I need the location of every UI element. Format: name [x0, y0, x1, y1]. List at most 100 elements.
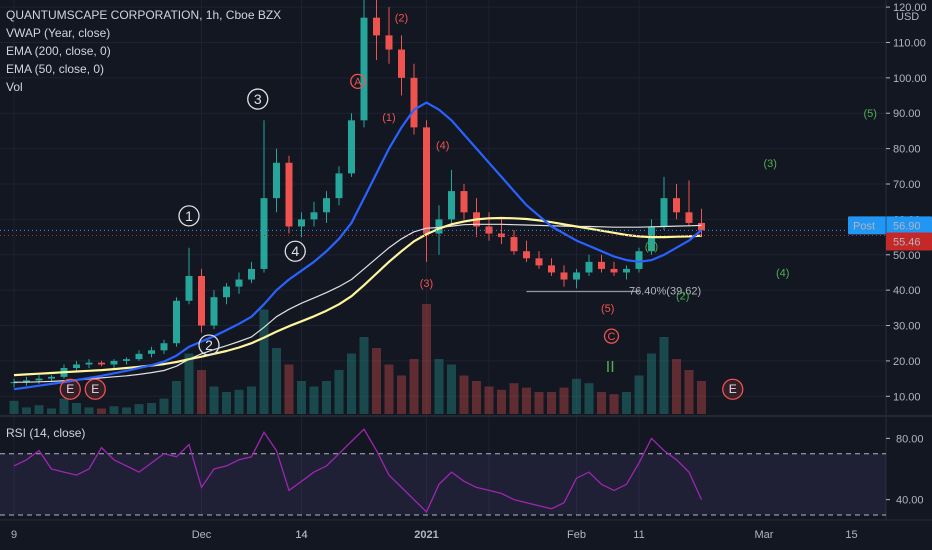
- candle-body: [210, 297, 218, 326]
- volume-bar: [47, 408, 56, 414]
- currency-label: USD: [896, 11, 919, 23]
- volume-bars: [9, 304, 706, 414]
- rsi-tick-label: 40.00: [896, 495, 924, 507]
- price-badge-value: 56.90: [893, 220, 921, 232]
- wave-label: (1): [645, 241, 658, 253]
- axes: 120.00110.00100.0090.0080.0070.0060.0050…: [11, 2, 932, 541]
- earnings-circle: [722, 378, 744, 400]
- candle-body: [223, 286, 230, 298]
- ema50-line: [13, 101, 703, 391]
- candle-body: [123, 359, 130, 361]
- volume-bar: [584, 383, 594, 414]
- volume-bar: [209, 386, 219, 414]
- fib-level: 76.40%(39.62): [526, 285, 701, 297]
- time-tick-label: 2021: [414, 529, 438, 541]
- volume-bar: [559, 387, 569, 414]
- candle-body: [435, 219, 443, 234]
- volume-bar: [697, 381, 706, 414]
- volume-bar: [659, 337, 669, 414]
- legend-ema200: EMA (200, close, 0): [6, 44, 111, 58]
- volume-bar: [72, 403, 81, 414]
- candle-body: [410, 77, 418, 128]
- candle-body: [248, 268, 255, 280]
- volume-bar: [84, 407, 94, 414]
- candle-body: [23, 380, 30, 383]
- wave-label: (2): [395, 13, 408, 25]
- candle-body: [235, 279, 243, 287]
- wave-circle: [350, 73, 366, 90]
- time-tick-label: 11: [633, 529, 644, 541]
- candle-body: [360, 17, 368, 121]
- volume-bar: [59, 398, 69, 414]
- volume-bar: [472, 381, 481, 414]
- volume-bar: [134, 404, 144, 414]
- volume-bar: [684, 370, 694, 414]
- earnings-circle: [84, 378, 106, 400]
- candle-body: [523, 251, 530, 259]
- candle-body: [610, 268, 618, 273]
- wave-circle: [247, 88, 269, 110]
- candle-body: [573, 272, 580, 280]
- candle-body: [398, 49, 405, 78]
- price-badge: [848, 216, 932, 235]
- volume-bar: [259, 309, 269, 414]
- candle-body: [323, 198, 330, 213]
- wave-labels: 1 2 3 4 A (1) (2) (3) (4) (5) C II (1) (2) (3) (4) (5) E E…: [59, 13, 877, 400]
- candle-body: [98, 362, 105, 365]
- rsi-pane: [0, 428, 886, 516]
- time-tick-label: Dec: [192, 529, 212, 541]
- candle-body: [273, 162, 280, 199]
- volume-bar: [634, 375, 644, 414]
- candle-body: [685, 212, 693, 223]
- legend-vwap: VWAP (Year, close): [6, 26, 111, 40]
- candle-body: [160, 343, 168, 351]
- fib-label: 76.40%(39.62): [629, 285, 701, 297]
- candle-body: [460, 191, 468, 213]
- earnings-label: E: [66, 382, 74, 396]
- candle-body: [373, 17, 380, 36]
- candle-body: [660, 198, 668, 227]
- wave-circle: [198, 334, 220, 356]
- earnings-label: E: [729, 382, 737, 396]
- candle-body: [560, 272, 568, 280]
- volume-bar: [547, 392, 556, 414]
- volume-bar: [322, 381, 331, 414]
- volume-bar: [409, 359, 419, 414]
- volume-bar: [222, 392, 231, 414]
- candle-body: [348, 120, 355, 174]
- wave-circle: [603, 328, 620, 344]
- price-tick-label: 30.00: [893, 321, 921, 333]
- volume-bar: [147, 403, 156, 414]
- candle-body: [385, 35, 393, 50]
- candle-body: [548, 265, 555, 273]
- candle-body: [598, 261, 605, 269]
- wave-label: A: [354, 76, 362, 88]
- candle-body: [298, 219, 305, 227]
- volume-bar: [384, 364, 394, 414]
- volume-bar: [597, 392, 606, 414]
- candle-body: [423, 127, 430, 234]
- candle-body: [310, 212, 318, 220]
- price-tick-label: 120.00: [893, 2, 927, 14]
- volume-bar: [434, 359, 444, 414]
- volume-bar: [572, 378, 581, 414]
- price-tick-label: 70.00: [893, 179, 921, 191]
- volume-bar: [22, 407, 31, 414]
- wave-label: (5): [864, 108, 877, 120]
- volume-bar: [172, 381, 181, 414]
- price-tick-label: 10.00: [893, 391, 921, 403]
- price-tick-label: 20.00: [893, 356, 921, 368]
- indicator-lines: [0, 101, 886, 391]
- candle-body: [335, 173, 343, 199]
- price-tick-label: 80.00: [893, 144, 921, 156]
- volume-bar: [522, 387, 531, 414]
- volume-bar: [672, 359, 681, 414]
- candle-body: [585, 261, 593, 273]
- wave-label: 1: [185, 208, 193, 224]
- candlesticks: [10, 0, 705, 388]
- price-badge-value: 55.46: [893, 236, 921, 248]
- candle-body: [260, 198, 268, 269]
- wave-label: 3: [254, 91, 262, 107]
